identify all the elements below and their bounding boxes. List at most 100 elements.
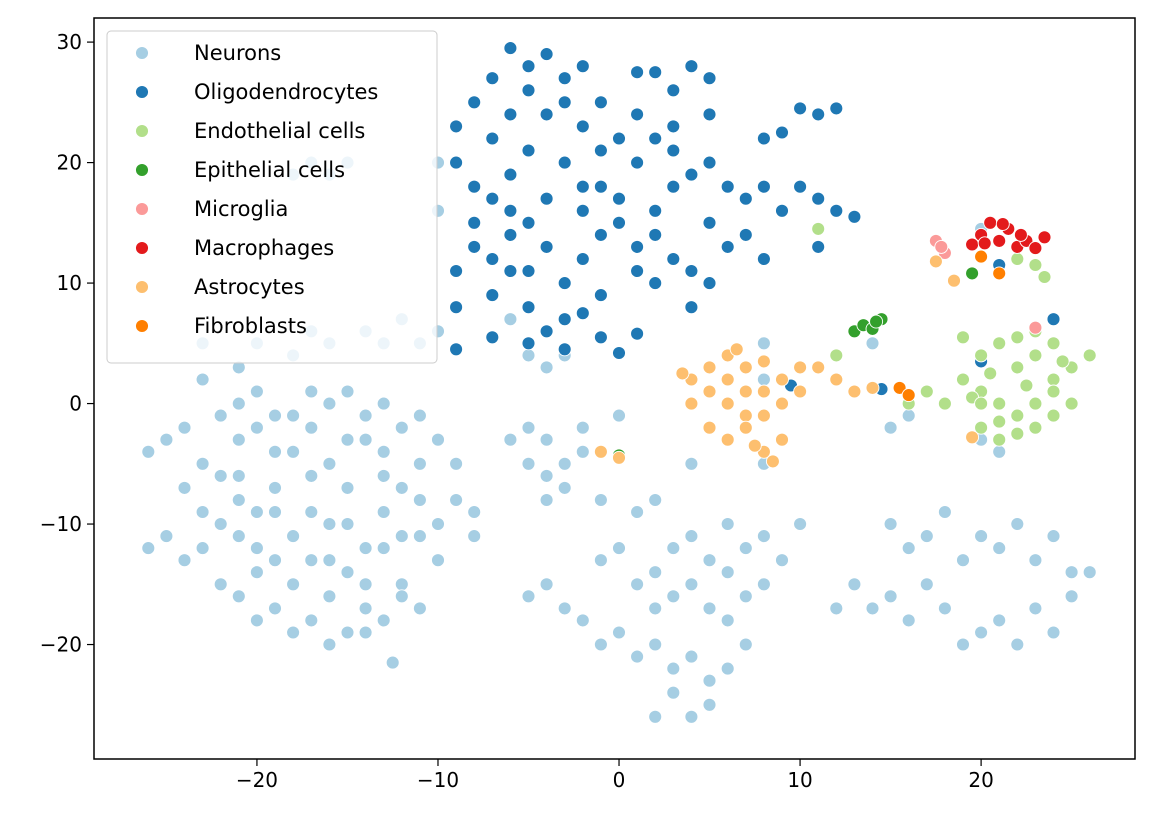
data-point <box>720 432 735 447</box>
data-point <box>268 408 282 423</box>
data-point <box>503 264 518 278</box>
data-point <box>883 589 898 604</box>
data-point <box>213 517 228 531</box>
data-point <box>575 203 590 218</box>
data-point <box>593 179 608 194</box>
data-point <box>847 209 862 224</box>
data-point <box>756 252 771 266</box>
data-point <box>521 420 536 435</box>
data-point <box>376 468 391 483</box>
data-point <box>919 384 934 399</box>
data-point <box>575 306 590 321</box>
data-point <box>756 131 771 146</box>
data-point <box>811 360 826 375</box>
data-point <box>648 203 663 218</box>
data-point <box>539 47 554 62</box>
y-tick-label: 0 <box>69 392 82 416</box>
data-point <box>593 227 608 242</box>
data-point <box>394 480 409 495</box>
data-point <box>811 107 826 122</box>
data-point <box>539 324 554 339</box>
data-point <box>738 191 753 206</box>
data-point <box>934 239 949 254</box>
data-point <box>503 432 518 447</box>
data-point <box>394 577 409 592</box>
data-point <box>684 577 699 592</box>
data-point <box>1013 227 1028 242</box>
legend-label: Fibroblasts <box>194 314 307 338</box>
data-point <box>666 179 681 194</box>
legend-marker <box>135 85 149 99</box>
data-point <box>648 276 663 291</box>
data-point <box>702 276 717 291</box>
data-point <box>231 493 246 507</box>
data-point <box>249 565 264 580</box>
data-point <box>1010 637 1025 652</box>
data-point <box>648 601 663 616</box>
legend: Neurons Oligodendrocytes Endothelial cells… <box>106 30 438 364</box>
data-point <box>304 420 319 435</box>
x-tick-label: 0 <box>613 768 626 792</box>
data-point <box>937 396 952 411</box>
data-point <box>521 264 536 278</box>
data-point <box>901 388 916 403</box>
data-point <box>738 637 753 652</box>
data-point <box>322 517 337 531</box>
data-point <box>847 577 862 592</box>
data-point <box>1037 230 1052 245</box>
data-point <box>630 107 645 122</box>
data-point <box>720 565 735 580</box>
data-point <box>775 396 789 411</box>
data-point <box>612 346 626 360</box>
data-point <box>467 95 482 110</box>
data-point <box>793 517 808 531</box>
data-point <box>702 420 717 435</box>
data-point <box>322 396 337 411</box>
data-point <box>793 360 808 375</box>
data-point <box>557 480 572 495</box>
data-point <box>557 276 572 291</box>
data-point <box>738 420 753 435</box>
data-point <box>1010 252 1025 266</box>
data-point <box>1046 372 1061 387</box>
y-tick-label: −20 <box>40 633 82 657</box>
data-point <box>811 191 826 206</box>
data-point <box>901 408 916 423</box>
data-point <box>992 336 1007 351</box>
data-point <box>648 493 663 507</box>
data-point <box>756 354 771 369</box>
data-point <box>756 372 771 387</box>
series-1 <box>449 41 1061 397</box>
data-point <box>503 227 518 242</box>
data-point <box>521 336 536 351</box>
y-tick-label: −10 <box>40 512 82 536</box>
data-point <box>340 517 355 531</box>
data-point <box>720 239 735 254</box>
data-point <box>829 101 844 116</box>
data-point <box>1064 565 1079 580</box>
data-point <box>738 384 753 399</box>
data-point <box>539 432 554 447</box>
data-point <box>177 480 192 495</box>
legend-label: Epithelial cells <box>194 158 345 182</box>
data-point <box>268 444 282 459</box>
data-point <box>720 517 735 531</box>
data-point <box>557 155 572 170</box>
data-point <box>612 625 626 640</box>
legend-marker <box>135 319 149 333</box>
data-point <box>1046 336 1061 351</box>
data-point <box>974 529 989 544</box>
data-point <box>666 83 681 98</box>
data-point <box>195 372 210 387</box>
data-point <box>249 505 264 519</box>
data-point <box>521 143 536 158</box>
data-point <box>983 366 998 381</box>
data-point <box>630 577 645 592</box>
data-point <box>159 432 174 447</box>
data-point <box>720 661 735 676</box>
data-point <box>521 83 536 98</box>
data-point <box>702 155 717 170</box>
data-point <box>684 529 699 544</box>
y-tick-label: 10 <box>57 271 82 295</box>
data-point <box>793 179 808 194</box>
